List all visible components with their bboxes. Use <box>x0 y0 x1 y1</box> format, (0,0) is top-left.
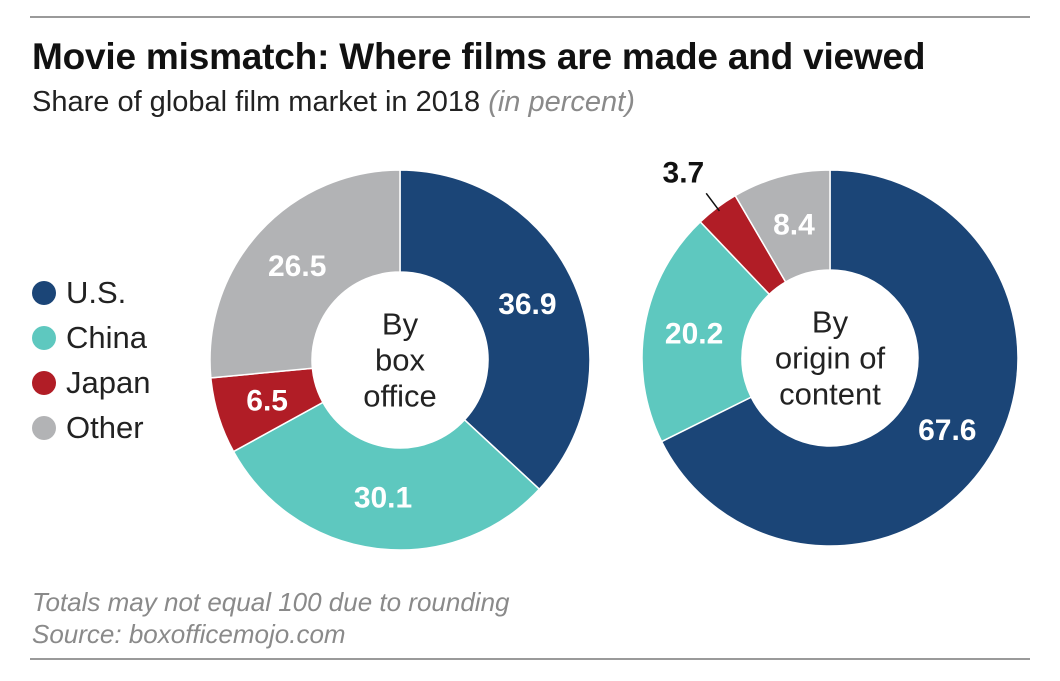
rounding-note: Totals may not equal 100 due to rounding <box>32 587 510 617</box>
center-label-line: content <box>779 377 881 412</box>
center-label-line: origin of <box>775 341 886 376</box>
source-note: Source: boxofficemojo.com <box>32 619 346 649</box>
data-label-us: 36.9 <box>498 288 556 321</box>
data-label-us: 67.6 <box>918 414 976 447</box>
legend-label-china: China <box>66 319 147 355</box>
data-label-china: 30.1 <box>354 481 412 514</box>
chart-subtitle: Share of global film market in 2018 (in … <box>32 86 635 119</box>
subtitle-text: Share of global film market in 2018 <box>32 86 481 118</box>
legend-swatch-other <box>32 415 56 440</box>
data-label-japan: 6.5 <box>246 384 288 417</box>
legend-item-china: China <box>32 315 150 360</box>
center-label-line: office <box>363 379 437 414</box>
legend: U.S. China Japan Other <box>32 270 150 450</box>
legend-label-other: Other <box>66 409 144 445</box>
slice-china <box>232 401 541 551</box>
legend-item-us: U.S. <box>32 270 150 315</box>
center-label-line: box <box>375 343 425 378</box>
center-label-line: By <box>812 305 849 340</box>
chart-title: Movie mismatch: Where films are made and… <box>32 36 926 77</box>
leader-line-japan <box>705 192 721 212</box>
slice-us <box>399 169 591 491</box>
legend-swatch-japan <box>32 370 56 395</box>
center-label-line: By <box>382 307 419 342</box>
data-label-other: 26.5 <box>268 250 326 283</box>
legend-item-other: Other <box>32 405 150 450</box>
legend-swatch-china <box>32 325 56 350</box>
footnote: Totals may not equal 100 due to rounding… <box>32 586 510 650</box>
data-label-japan: 3.7 <box>663 156 705 189</box>
slice-other <box>734 169 831 284</box>
legend-swatch-us <box>32 280 56 305</box>
legend-label-us: U.S. <box>66 274 127 310</box>
bottom-divider <box>30 658 1030 660</box>
legend-label-japan: Japan <box>66 364 151 400</box>
data-label-other: 8.4 <box>773 208 815 241</box>
data-label-china: 20.2 <box>665 318 723 351</box>
slice-us <box>660 169 1019 547</box>
legend-item-japan: Japan <box>32 360 150 405</box>
subtitle-unit: (in percent) <box>488 86 635 118</box>
slice-other <box>209 169 401 379</box>
top-divider <box>30 16 1030 18</box>
slice-china <box>641 220 771 443</box>
